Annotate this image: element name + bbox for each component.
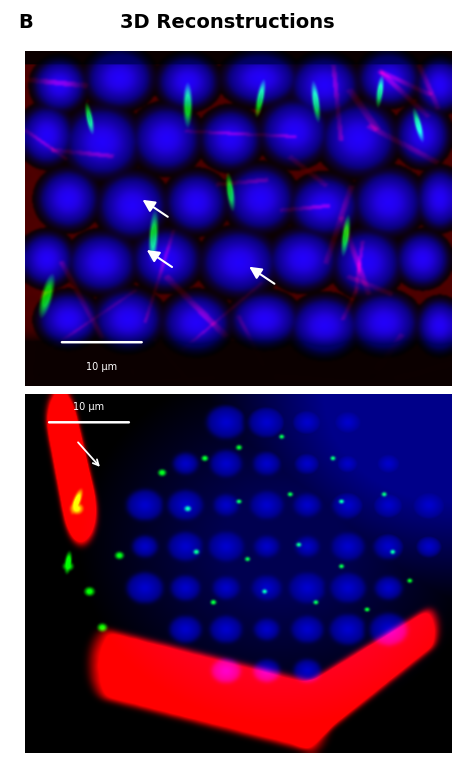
Text: 3D Reconstructions: 3D Reconstructions [120, 13, 334, 32]
Text: B: B [18, 13, 33, 32]
Text: 10 μm: 10 μm [74, 401, 104, 412]
Text: 10 μm: 10 μm [86, 362, 117, 372]
